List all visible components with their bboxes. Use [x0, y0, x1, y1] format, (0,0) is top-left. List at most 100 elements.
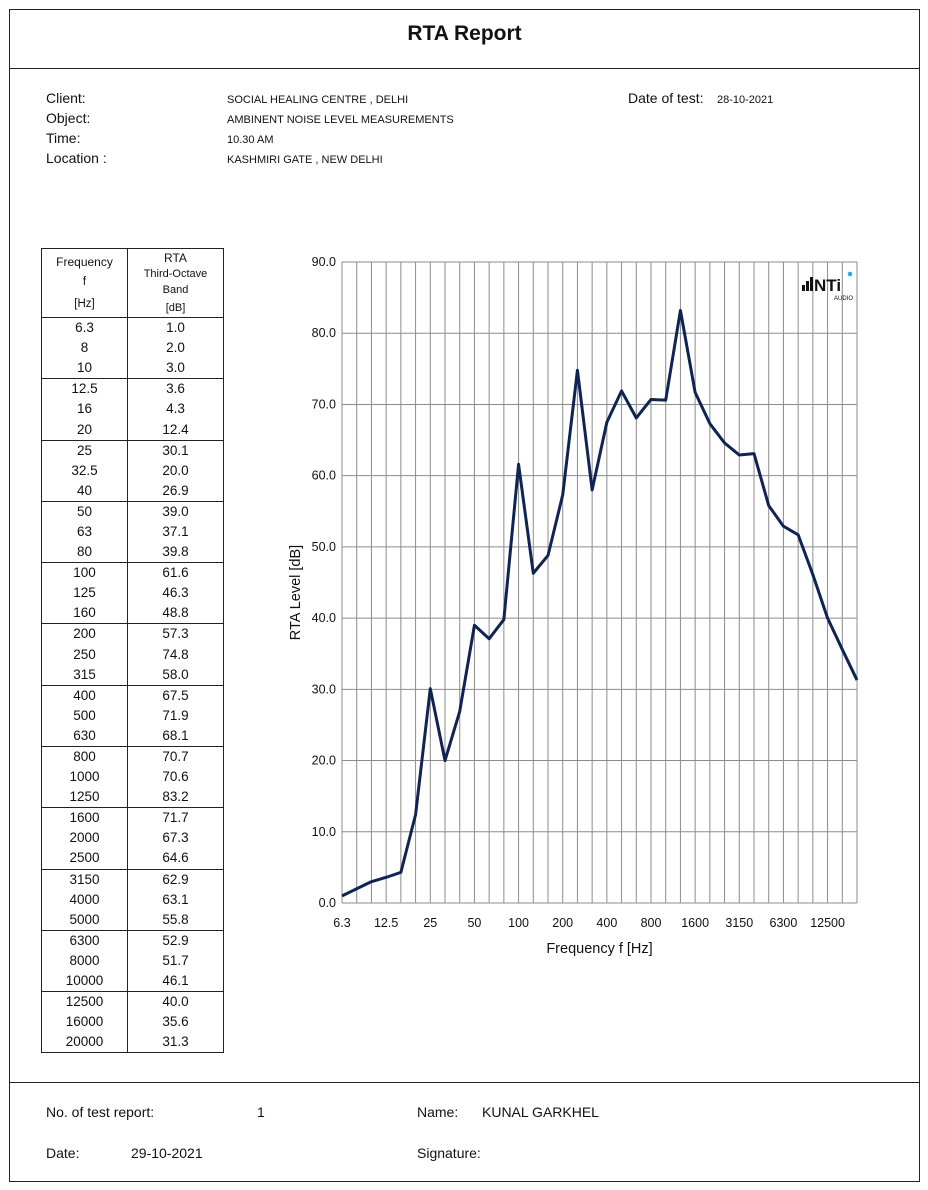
- rta-cell: 70.7: [127, 745, 224, 768]
- freq-cell: 8000: [41, 950, 128, 971]
- table-row: 12500 40.0: [41, 991, 224, 1013]
- freq-cell: 200: [41, 623, 128, 645]
- rta-table-body: 6.3 1.0 8 2.0 10 3.0 12.5 3.6 16 4.3 20 12.4 25 30.1 3…: [41, 317, 224, 1054]
- rta-cell: 70.6: [127, 767, 224, 788]
- time-label: Time:: [46, 130, 81, 146]
- x-tick-label: 25: [423, 916, 437, 930]
- report-no-label: No. of test report:: [46, 1104, 155, 1120]
- freq-cell: 4000: [41, 889, 128, 910]
- freq-header: Frequency f [Hz]: [41, 248, 128, 318]
- table-row: 800 70.7: [41, 745, 224, 768]
- freq-cell: 6300: [41, 929, 128, 951]
- footer-date-label: Date:: [46, 1145, 80, 1161]
- rta-cell: 39.8: [127, 542, 224, 563]
- freq-cell: 80: [41, 542, 128, 563]
- table-row: 630 68.1: [41, 725, 224, 747]
- logo-bar-icon: [802, 285, 805, 291]
- y-tick-label: 70.0: [312, 397, 336, 411]
- table-row: 250 74.8: [41, 644, 224, 665]
- rta-cell: 46.3: [127, 583, 224, 604]
- client-label: Client:: [46, 90, 86, 106]
- table-row: 1250 83.2: [41, 787, 224, 808]
- table-row: 10 3.0: [41, 358, 224, 379]
- table-row: 160 48.8: [41, 603, 224, 624]
- footer-divider: [10, 1082, 919, 1083]
- y-tick-label: 90.0: [312, 255, 336, 269]
- y-tick-label: 20.0: [312, 754, 336, 768]
- x-tick-label: 6.3: [333, 916, 350, 930]
- table-row: 200 57.3: [41, 623, 224, 645]
- freq-cell: 10000: [41, 971, 128, 992]
- rta-cell: 64.6: [127, 848, 224, 870]
- rta-cell: 74.8: [127, 644, 224, 665]
- logo-dot-icon: [847, 271, 853, 277]
- y-tick-label: 50.0: [312, 540, 336, 554]
- table-row: 6.3 1.0: [41, 317, 224, 339]
- table-row: 16000 35.6: [41, 1012, 224, 1033]
- rta-header-line: Third-Octave: [143, 268, 208, 280]
- freq-cell: 2000: [41, 828, 128, 849]
- rta-cell: 62.9: [127, 868, 224, 890]
- rta-header-line: Band: [162, 284, 189, 296]
- freq-cell: 5000: [41, 909, 128, 931]
- x-tick-label: 12.5: [374, 916, 398, 930]
- freq-cell: 12500: [41, 991, 128, 1013]
- rta-header-line: RTA: [164, 251, 187, 265]
- rta-cell: 26.9: [127, 480, 224, 502]
- rta-cell: 61.6: [127, 562, 224, 584]
- rta-cell: 71.7: [127, 807, 224, 829]
- rta-cell: 40.0: [127, 991, 224, 1013]
- rta-cell: 55.8: [127, 909, 224, 931]
- freq-cell: 100: [41, 562, 128, 584]
- name-label: Name:: [417, 1104, 459, 1120]
- report-title: RTA Report: [407, 22, 522, 45]
- table-row: 20000 31.3: [41, 1032, 224, 1054]
- table-row: 100 61.6: [41, 562, 224, 584]
- name-value: KUNAL GARKHEL: [482, 1104, 599, 1120]
- freq-cell: 50: [41, 500, 128, 522]
- freq-header-line: [Hz]: [74, 298, 95, 310]
- rta-cell: 4.3: [127, 399, 224, 420]
- table-row: 6300 52.9: [41, 929, 224, 951]
- signature-label: Signature:: [417, 1145, 481, 1161]
- rta-cell: 3.6: [127, 378, 224, 400]
- rta-cell: 67.5: [127, 684, 224, 706]
- freq-cell: 20: [41, 419, 128, 441]
- rta-cell: 30.1: [127, 439, 224, 461]
- table-row: 1000 70.6: [41, 767, 224, 788]
- rta-cell: 1.0: [127, 317, 224, 339]
- freq-cell: 40: [41, 480, 128, 502]
- x-tick-label: 50: [467, 916, 481, 930]
- freq-cell: 16: [41, 399, 128, 420]
- x-tick-label: 200: [552, 916, 573, 930]
- table-row: 10000 46.1: [41, 971, 224, 992]
- rta-cell: 37.1: [127, 521, 224, 543]
- table-row: 16 4.3: [41, 399, 224, 420]
- freq-cell: 63: [41, 521, 128, 543]
- y-axis-title: RTA Level [dB]: [288, 545, 304, 640]
- table-row: 4000 63.1: [41, 889, 224, 910]
- table-row: 500 71.9: [41, 705, 224, 726]
- table-row: 32.5 20.0: [41, 460, 224, 481]
- rta-cell: 52.9: [127, 929, 224, 951]
- table-row: 12.5 3.6: [41, 378, 224, 400]
- freq-cell: 3150: [41, 868, 128, 890]
- logo-subtext: AUDIO: [834, 296, 853, 302]
- logo-text: NTi: [814, 276, 841, 295]
- rta-cell: 3.0: [127, 358, 224, 379]
- rta-cell: 20.0: [127, 460, 224, 481]
- table-row: 25 30.1: [41, 439, 224, 461]
- rta-cell: 71.9: [127, 705, 224, 726]
- object-label: Object:: [46, 110, 91, 126]
- table-row: 1600 71.7: [41, 807, 224, 829]
- y-tick-label: 10.0: [312, 825, 336, 839]
- time-value: 10.30 AM: [227, 134, 274, 146]
- rta-cell: 35.6: [127, 1012, 224, 1033]
- rta-cell: 58.0: [127, 664, 224, 686]
- y-tick-label: 30.0: [312, 682, 336, 696]
- date-of-test-label: Date of test:: [628, 90, 704, 106]
- table-row: 2000 67.3: [41, 828, 224, 849]
- freq-header-line: Frequency: [56, 255, 113, 269]
- rta-cell: 57.3: [127, 623, 224, 645]
